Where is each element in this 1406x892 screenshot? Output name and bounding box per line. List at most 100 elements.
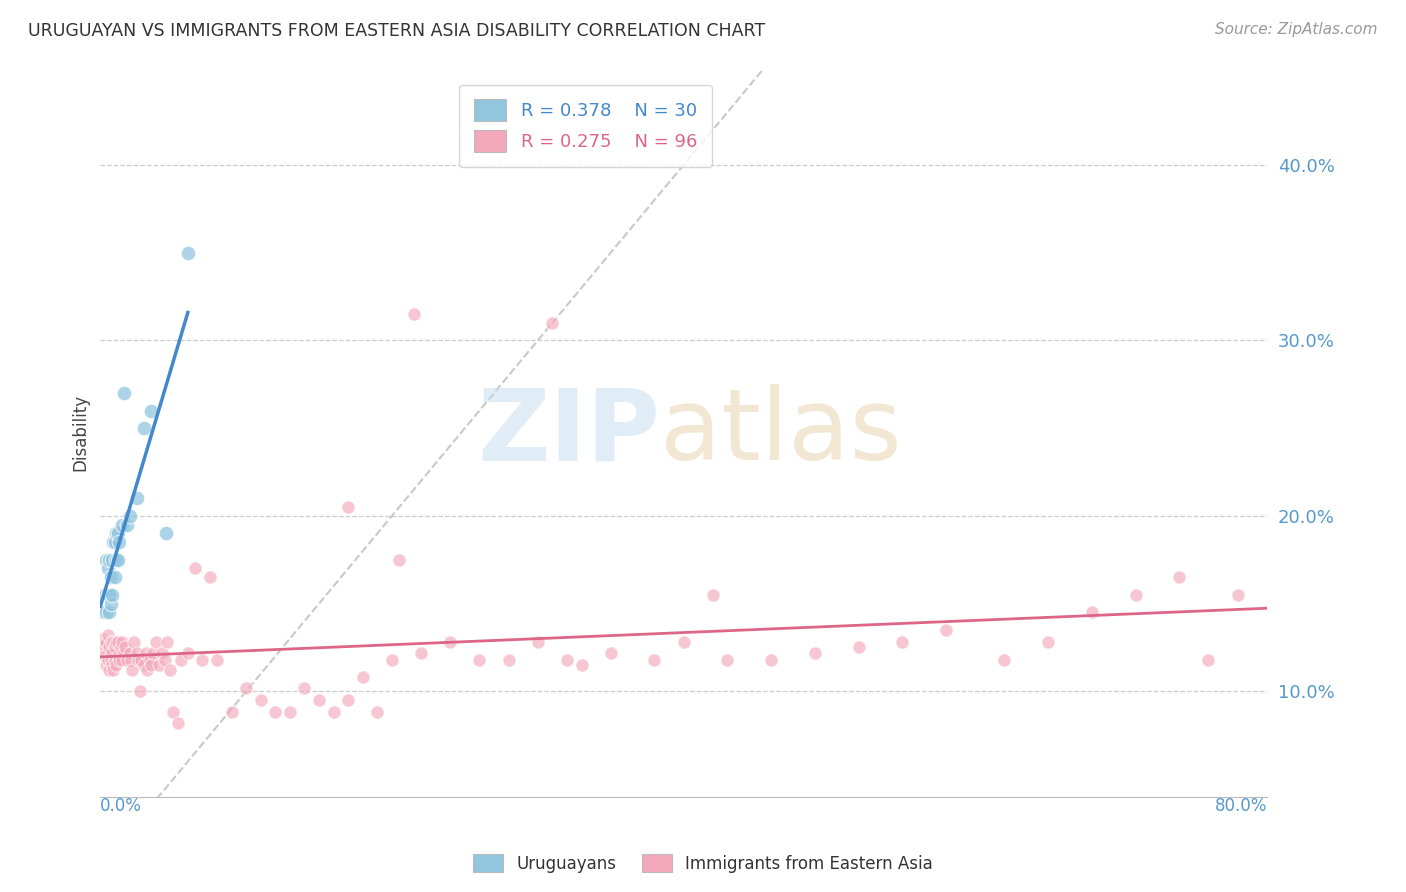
Text: 0.0%: 0.0% [100, 797, 142, 814]
Point [107, 526, 129, 541]
Point [101, 552, 124, 566]
Point [278, 706, 301, 720]
Point [104, 640, 127, 655]
Point [411, 646, 433, 660]
Point [388, 552, 411, 566]
Point [111, 635, 134, 649]
Point [177, 245, 200, 260]
Point [1125, 588, 1147, 602]
Point [104, 653, 127, 667]
Point [135, 646, 157, 660]
Point [249, 693, 271, 707]
Point [702, 588, 724, 602]
Point [191, 653, 214, 667]
Point [132, 421, 155, 435]
Point [112, 646, 135, 660]
Point [101, 588, 124, 602]
Point [100, 570, 122, 584]
Point [526, 635, 548, 649]
Point [108, 653, 131, 667]
Point [103, 535, 125, 549]
Point [96, 658, 118, 673]
Point [98, 640, 121, 655]
Point [205, 653, 228, 667]
Point [96, 605, 118, 619]
Point [105, 552, 128, 566]
Point [125, 491, 148, 506]
Legend: Uruguayans, Immigrants from Eastern Asia: Uruguayans, Immigrants from Eastern Asia [467, 847, 939, 880]
Point [91, 640, 114, 655]
Point [93, 649, 115, 664]
Point [308, 693, 330, 707]
Point [198, 570, 221, 584]
Point [891, 635, 914, 649]
Point [162, 706, 184, 720]
Point [1197, 653, 1219, 667]
Point [97, 588, 120, 602]
Point [122, 635, 145, 649]
Legend: R = 0.378    N = 30, R = 0.275    N = 96: R = 0.378 N = 30, R = 0.275 N = 96 [460, 85, 711, 167]
Point [156, 635, 179, 649]
Point [848, 640, 870, 655]
Point [184, 561, 207, 575]
Point [96, 552, 118, 566]
Point [159, 663, 181, 677]
Point [759, 653, 782, 667]
Point [322, 706, 344, 720]
Point [105, 526, 128, 541]
Point [141, 403, 163, 417]
Text: Source: ZipAtlas.com: Source: ZipAtlas.com [1215, 22, 1378, 37]
Point [118, 646, 141, 660]
Point [148, 658, 170, 673]
Point [114, 640, 136, 655]
Point [153, 653, 176, 667]
Point [101, 646, 124, 660]
Point [221, 706, 243, 720]
Point [352, 670, 374, 684]
Point [1036, 635, 1059, 649]
Point [716, 653, 738, 667]
Point [103, 663, 125, 677]
Point [993, 653, 1015, 667]
Point [294, 681, 316, 695]
Point [136, 663, 159, 677]
Point [235, 681, 257, 695]
Point [121, 663, 143, 677]
Point [110, 640, 132, 655]
Point [128, 684, 150, 698]
Point [93, 588, 115, 602]
Point [98, 605, 121, 619]
Point [101, 658, 124, 673]
Point [142, 646, 165, 660]
Point [139, 653, 162, 667]
Point [468, 653, 491, 667]
Point [98, 663, 121, 677]
Text: 80.0%: 80.0% [1215, 797, 1267, 814]
Point [111, 517, 134, 532]
Point [111, 653, 134, 667]
Point [96, 635, 118, 649]
Point [366, 706, 388, 720]
Point [264, 706, 287, 720]
Point [169, 653, 191, 667]
Text: ZIP: ZIP [478, 384, 661, 481]
Point [935, 623, 957, 637]
Point [115, 517, 138, 532]
Point [103, 635, 125, 649]
Point [402, 307, 425, 321]
Point [337, 500, 360, 514]
Point [120, 653, 142, 667]
Point [115, 653, 138, 667]
Point [98, 552, 121, 566]
Point [118, 508, 141, 523]
Point [100, 653, 122, 667]
Point [100, 597, 122, 611]
Point [498, 653, 520, 667]
Point [107, 635, 129, 649]
Point [145, 635, 167, 649]
Point [541, 316, 564, 330]
Point [112, 386, 135, 401]
Text: URUGUAYAN VS IMMIGRANTS FROM EASTERN ASIA DISABILITY CORRELATION CHART: URUGUAYAN VS IMMIGRANTS FROM EASTERN ASI… [28, 22, 765, 40]
Point [804, 646, 827, 660]
Point [90, 632, 112, 646]
